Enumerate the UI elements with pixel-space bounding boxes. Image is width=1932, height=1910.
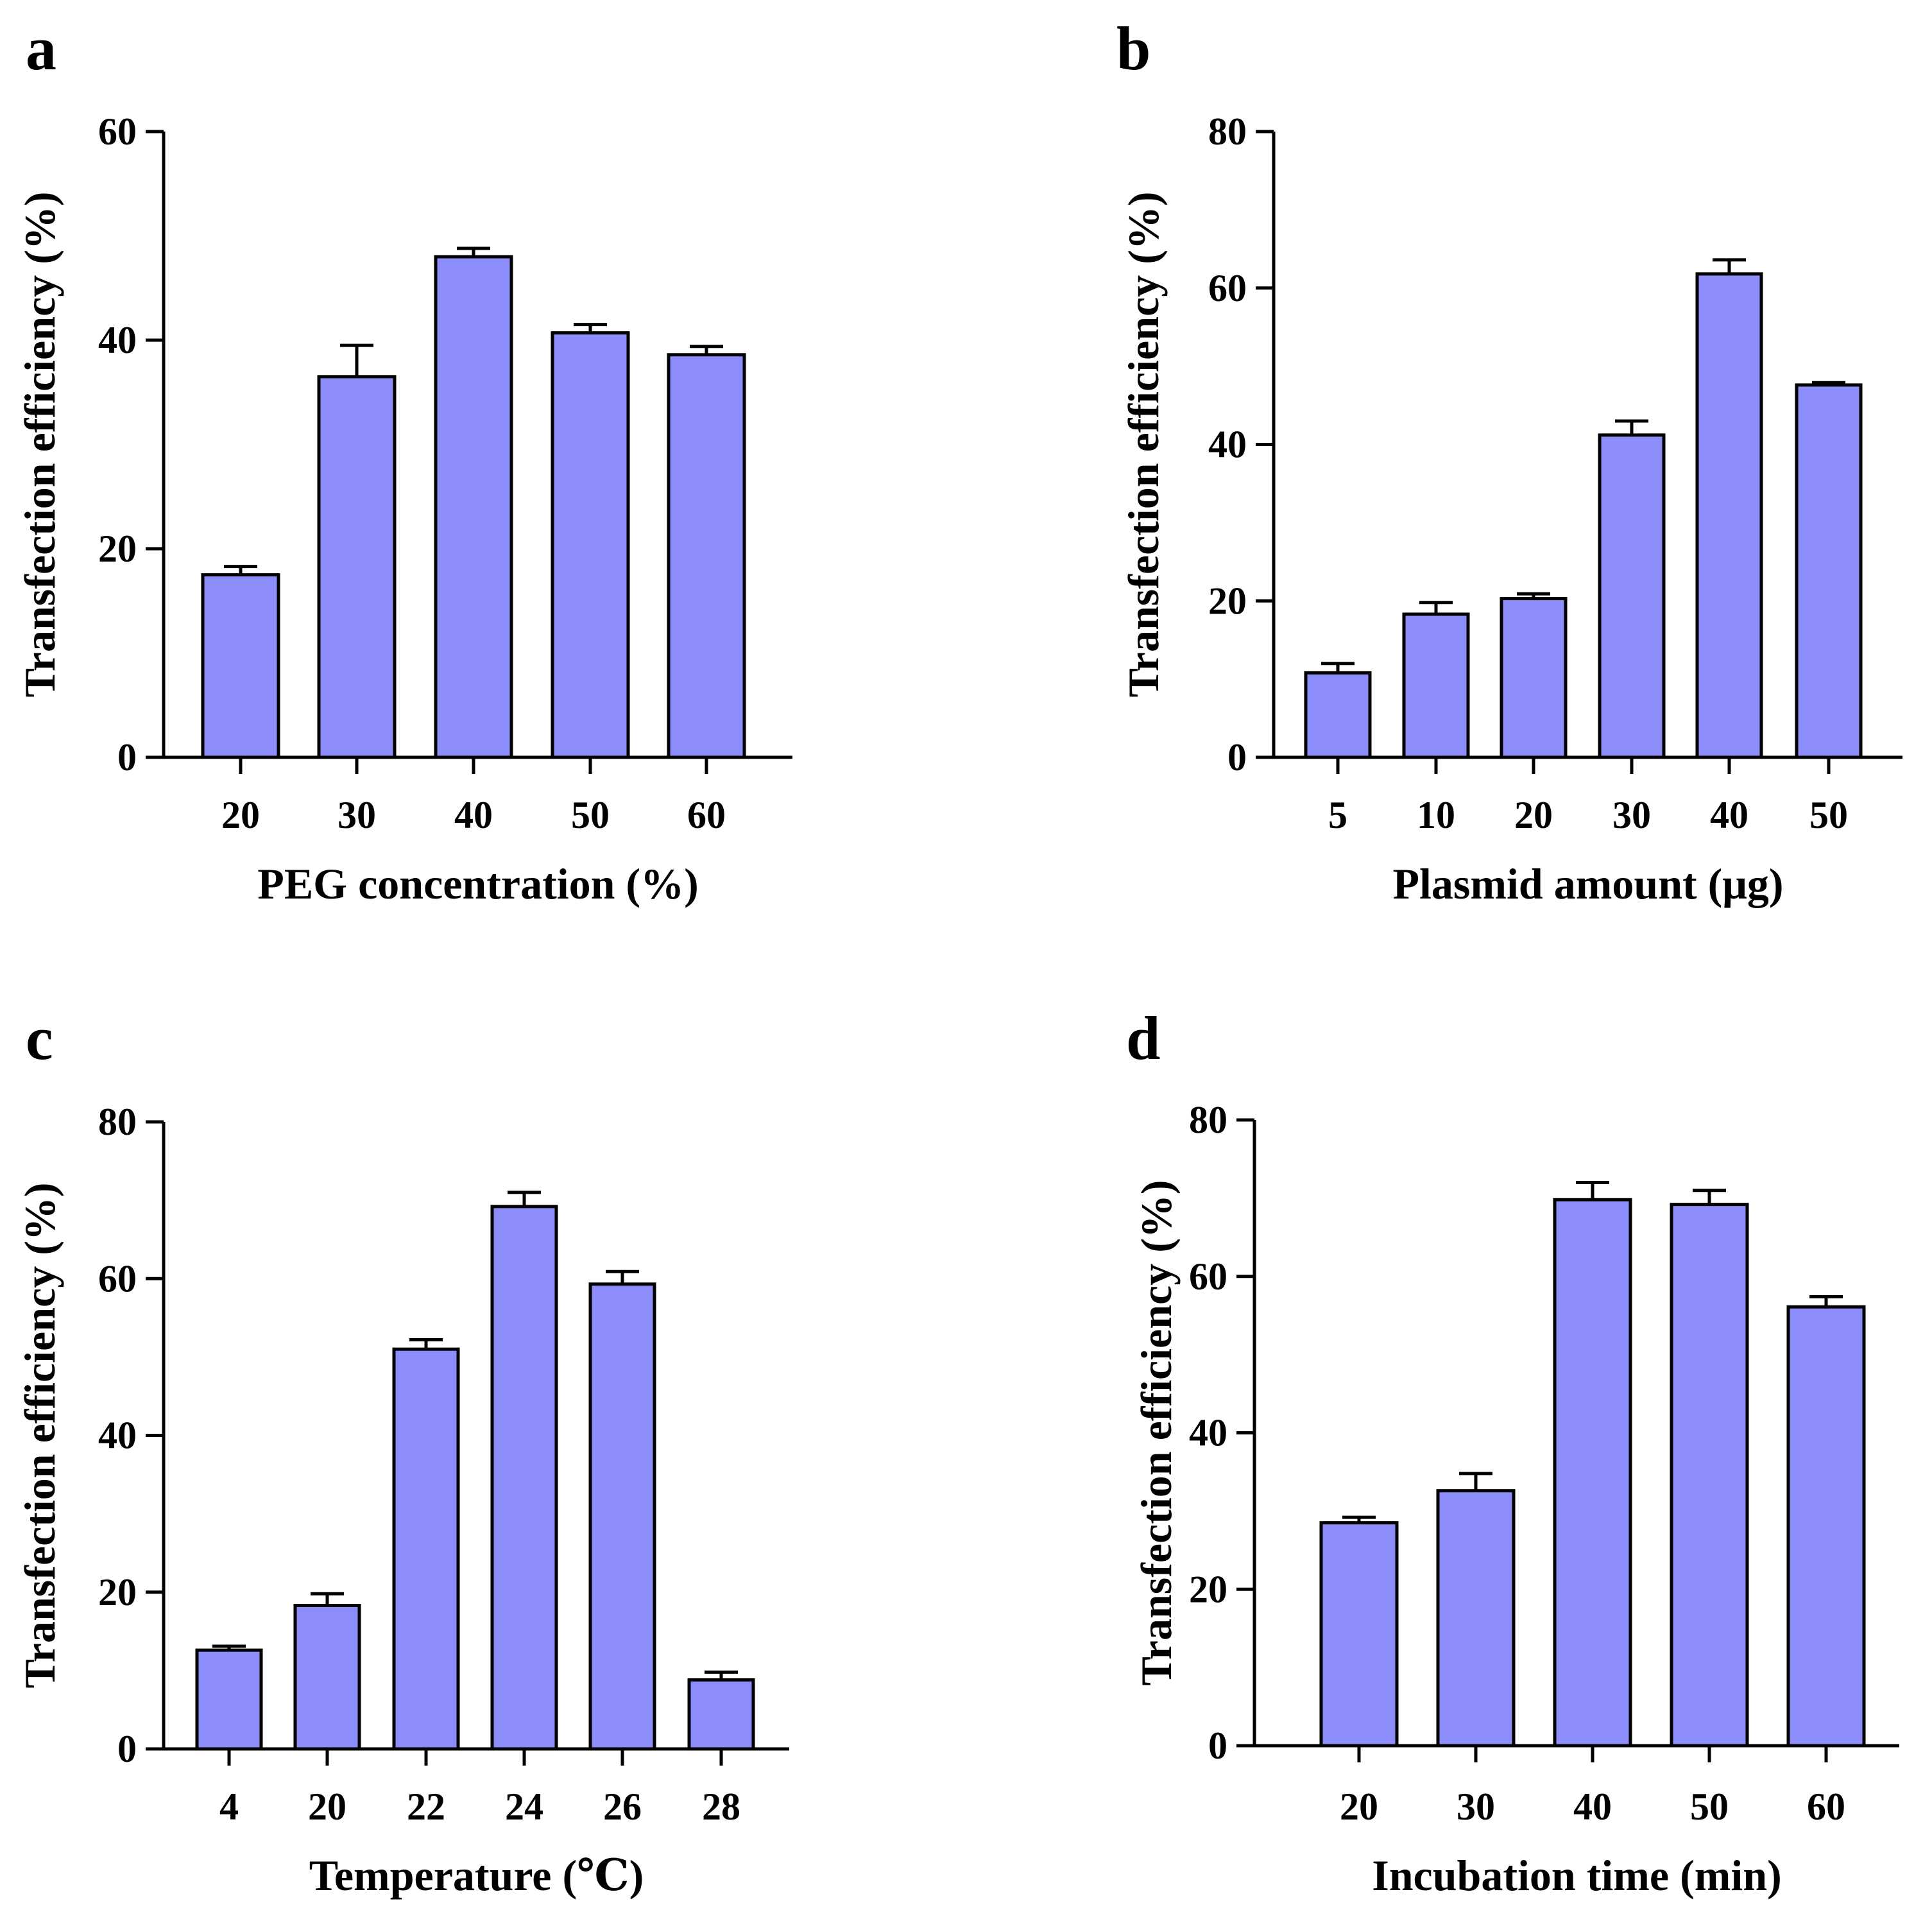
bar <box>1402 612 1470 759</box>
bar <box>551 331 630 759</box>
bar <box>1500 597 1568 759</box>
y-tick-label: 0 <box>1208 1725 1227 1767</box>
bar <box>293 1604 361 1751</box>
bar <box>1670 1203 1749 1748</box>
x-tick-label: 60 <box>687 794 726 836</box>
chart-panel-d: d 0 20 40 60 80 20 30 40 50 60 Incubation time (min… <box>1126 1004 1899 1900</box>
y-tick-label: 20 <box>1208 580 1247 622</box>
y-axis-title: Transfection efficiency (%) <box>1132 1180 1181 1685</box>
x-tick-label: 20 <box>1514 794 1553 836</box>
panel-label: a <box>26 14 56 83</box>
x-tick-label: 4 <box>219 1785 239 1828</box>
y-tick-label: 60 <box>98 110 137 153</box>
bar <box>490 1205 558 1751</box>
chart-panel-c: c 0 20 40 60 80 4 20 22 24 26 28 Temperature (℃) Tran… <box>15 1004 789 1900</box>
x-tick-label: 40 <box>1710 794 1748 836</box>
chart-panel-a: a 0 20 40 60 20 30 40 50 60 PEG concentration (%) T… <box>15 14 792 908</box>
y-tick-label: 0 <box>1227 736 1247 779</box>
x-tick-label: 30 <box>1612 794 1651 836</box>
x-axis-title: Plasmid amount (μg) <box>1392 859 1783 908</box>
bar <box>687 1678 755 1751</box>
y-tick-label: 40 <box>98 319 137 361</box>
x-tick-label: 20 <box>1340 1785 1378 1828</box>
chart-panel-b: b 0 20 40 60 80 5 10 20 30 40 50 Plasmid amount (μg)… <box>1116 14 1902 908</box>
x-tick-label: 50 <box>1690 1785 1729 1828</box>
x-tick-label: 22 <box>407 1785 445 1828</box>
y-tick-label: 60 <box>98 1257 137 1300</box>
bar <box>392 1347 460 1751</box>
bar <box>434 255 513 759</box>
panel-label: d <box>1126 1004 1160 1072</box>
y-tick-label: 40 <box>1208 424 1247 466</box>
x-tick-label: 20 <box>221 794 260 836</box>
bar <box>1695 272 1763 759</box>
y-tick-label: 20 <box>98 528 137 570</box>
bar <box>201 573 280 759</box>
bar <box>195 1648 263 1751</box>
bar <box>1786 1305 1866 1748</box>
x-tick-label: 10 <box>1417 794 1455 836</box>
y-tick-label: 60 <box>1189 1255 1227 1298</box>
y-axis-title: Transfection efficiency (%) <box>15 191 64 697</box>
x-tick-label: 50 <box>571 794 610 836</box>
y-tick-label: 0 <box>117 1728 137 1770</box>
panel-label: c <box>26 1004 53 1072</box>
x-axis-title: PEG concentration (%) <box>257 859 698 908</box>
x-tick-label: 24 <box>505 1785 543 1828</box>
bar <box>1553 1198 1632 1748</box>
y-axis-title: Transfection efficiency (%) <box>1119 191 1168 697</box>
y-tick-label: 80 <box>1189 1099 1227 1141</box>
x-tick-label: 20 <box>308 1785 346 1828</box>
y-tick-label: 40 <box>1189 1412 1227 1454</box>
bar <box>588 1282 656 1751</box>
bar <box>1436 1489 1516 1748</box>
y-axis-title: Transfection efficiency (%) <box>15 1182 64 1688</box>
bar <box>317 375 397 759</box>
bar <box>1319 1521 1399 1748</box>
y-tick-label: 80 <box>98 1101 137 1143</box>
x-tick-label: 30 <box>1457 1785 1495 1828</box>
x-tick-label: 50 <box>1809 794 1848 836</box>
y-tick-label: 20 <box>98 1571 137 1613</box>
x-tick-label: 28 <box>702 1785 740 1828</box>
y-tick-label: 80 <box>1208 110 1247 153</box>
x-axis-title: Incubation time (min) <box>1372 1851 1781 1900</box>
panel-label: b <box>1116 14 1150 83</box>
x-tick-label: 60 <box>1807 1785 1845 1828</box>
y-tick-label: 0 <box>117 736 137 779</box>
bar <box>1304 671 1372 759</box>
x-tick-label: 26 <box>603 1785 642 1828</box>
y-tick-label: 20 <box>1189 1568 1227 1610</box>
bar <box>1795 383 1863 759</box>
x-tick-label: 40 <box>1573 1785 1612 1828</box>
y-tick-label: 60 <box>1208 267 1247 309</box>
bar <box>1598 433 1666 759</box>
x-tick-label: 5 <box>1328 794 1347 836</box>
y-tick-label: 40 <box>98 1415 137 1457</box>
x-axis-title: Temperature (℃) <box>309 1851 644 1900</box>
x-tick-label: 30 <box>338 794 376 836</box>
bar <box>667 353 746 759</box>
x-tick-label: 40 <box>454 794 493 836</box>
